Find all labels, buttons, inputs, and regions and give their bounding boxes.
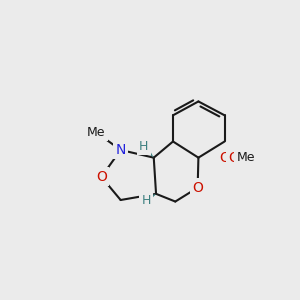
Text: H: H xyxy=(141,194,151,206)
Text: O: O xyxy=(192,181,203,195)
Text: O: O xyxy=(228,151,239,165)
Text: O: O xyxy=(219,151,230,165)
Text: N: N xyxy=(116,143,126,157)
Text: Me: Me xyxy=(87,126,105,139)
Text: O: O xyxy=(96,170,107,184)
Text: Me: Me xyxy=(237,151,255,164)
Text: H: H xyxy=(139,140,148,153)
Polygon shape xyxy=(144,194,156,203)
Polygon shape xyxy=(141,144,154,158)
